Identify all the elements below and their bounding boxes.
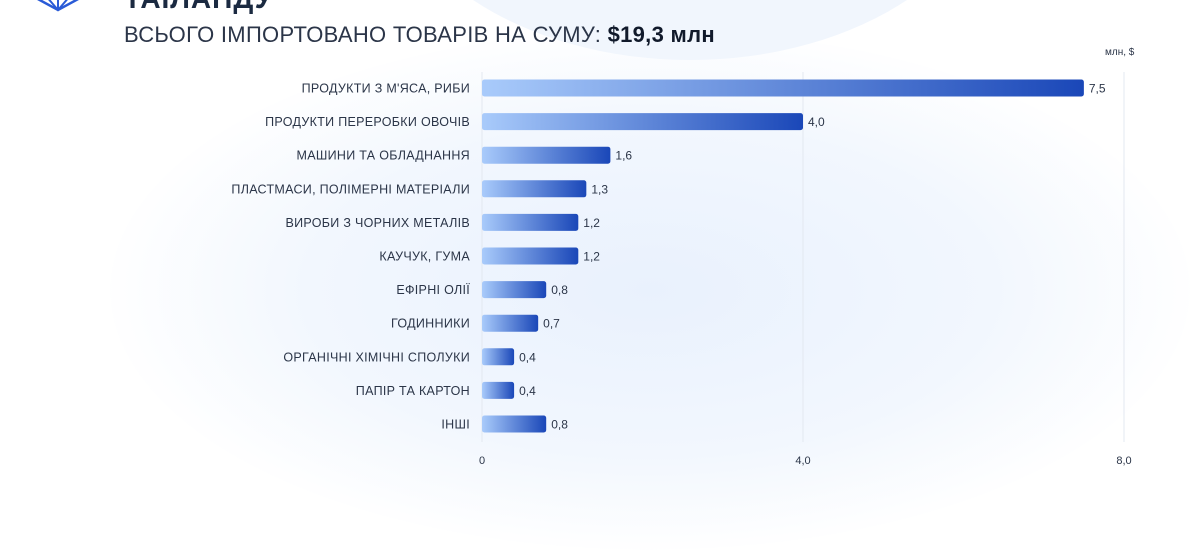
category-label: ПРОДУКТИ З М'ЯСА, РИБИ [302,82,470,96]
category-label: ПРОДУКТИ ПЕРЕРОБКИ ОВОЧІВ [265,115,470,129]
subtitle-total: $19,3 млн [607,22,715,47]
bar [482,146,611,164]
bar [482,314,539,332]
x-tick-label: 0 [479,455,485,467]
value-label: 1,2 [583,216,600,230]
bar [482,415,547,433]
bar [482,348,515,366]
value-label: 0,4 [519,384,536,398]
x-tick-label: 4,0 [795,455,810,467]
bar [482,113,803,131]
value-label: 1,6 [615,149,632,163]
value-label: 0,4 [519,350,536,364]
bar [482,281,547,299]
chart-subtitle: ВСЬОГО ІМПОРТОВАНО ТОВАРІВ НА СУМУ: $19,… [124,22,715,48]
bar [482,213,579,231]
category-label: ГОДИННИКИ [391,317,470,331]
unit-label: млн, $ [1105,47,1135,58]
category-label: ІНШІ [441,418,470,432]
category-label: ПАПІР ТА КАРТОН [356,384,470,398]
bar [482,180,587,198]
bar-chart: ПРОДУКТИ З М'ЯСА, РИБИ 7,5 ПРОДУКТИ ПЕРЕРО… [231,72,1132,467]
page-title: ТАЇЛАНДУ [124,0,273,15]
category-label: ВИРОБИ З ЧОРНИХ МЕТАЛІВ [286,216,471,230]
value-label: 0,8 [551,418,568,432]
globe-icon [37,0,79,12]
x-axis: 0 4,0 8,0 [479,455,1132,467]
value-label: 0,8 [551,283,568,297]
category-label: КАУЧУК, ГУМА [379,250,470,264]
bar [482,247,579,265]
x-tick-label: 8,0 [1116,455,1131,467]
value-label: 0,7 [543,317,560,331]
subtitle-text: ВСЬОГО ІМПОРТОВАНО ТОВАРІВ НА СУМУ: [124,22,602,47]
bars: ПРОДУКТИ З М'ЯСА, РИБИ 7,5 ПРОДУКТИ ПЕРЕРО… [231,79,1106,433]
category-label: МАШИНИ ТА ОБЛАДНАННЯ [297,149,471,163]
value-label: 1,2 [583,250,600,264]
category-label: ПЛАСТМАСИ, ПОЛІМЕРНІ МАТЕРІАЛИ [231,182,470,196]
bar [482,381,515,399]
value-label: 1,3 [591,182,608,196]
category-label: ЕФІРНІ ОЛІЇ [396,283,470,297]
bar [482,79,1084,97]
value-label: 7,5 [1089,82,1106,96]
category-label: ОРГАНІЧНІ ХІМІЧНІ СПОЛУКИ [283,350,470,364]
value-label: 4,0 [808,115,825,129]
